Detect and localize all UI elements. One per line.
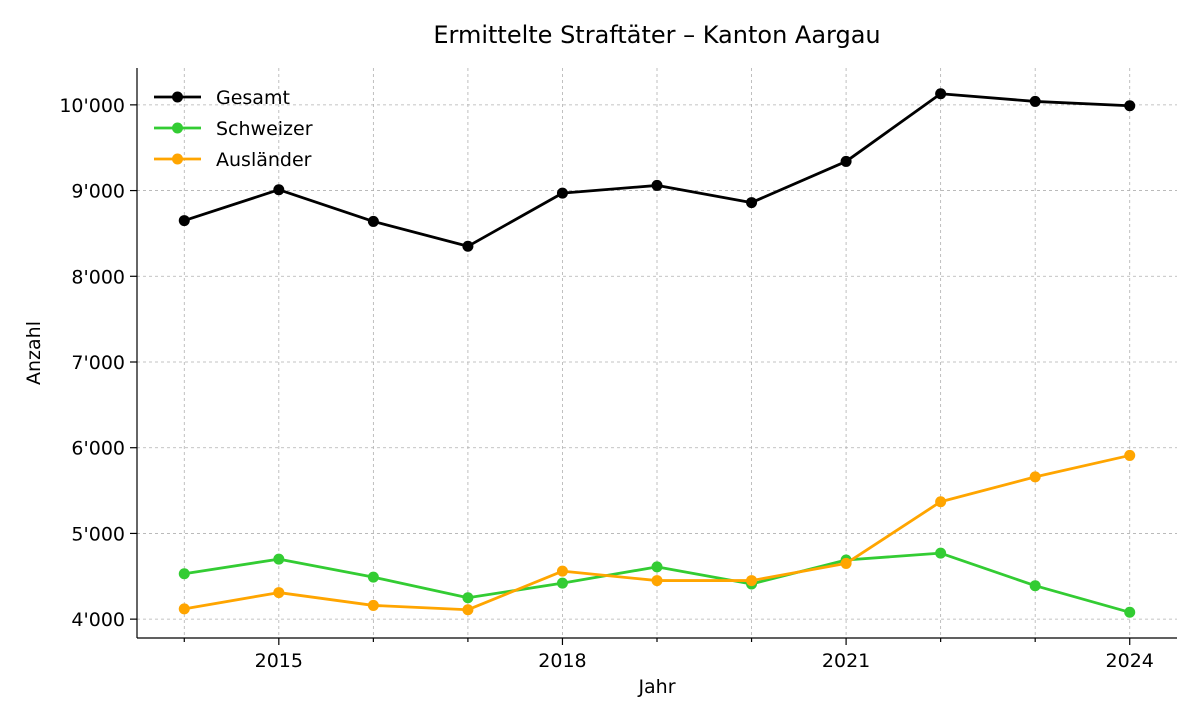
- grid-lines: [137, 68, 1177, 638]
- data-point-ausländer: [746, 575, 758, 587]
- y-tick-label: 5'000: [71, 523, 125, 545]
- legend-marker-gesamt: [172, 91, 183, 103]
- chart-title: Ermittelte Straftäter – Kanton Aargau: [433, 21, 880, 49]
- data-point-gesamt: [651, 179, 663, 191]
- y-tick-label: 6'000: [71, 438, 125, 460]
- y-tick-label: 7'000: [71, 352, 125, 374]
- data-point-ausländer: [935, 496, 947, 508]
- data-point-gesamt: [367, 215, 379, 227]
- data-point-ausländer: [556, 565, 568, 577]
- data-point-gesamt: [178, 215, 190, 227]
- x-axis-label: Jahr: [637, 676, 675, 698]
- data-point-schweizer: [462, 592, 474, 604]
- y-tick-label: 8'000: [71, 266, 125, 288]
- data-point-ausländer: [1124, 449, 1136, 461]
- data-point-gesamt: [462, 240, 474, 252]
- data-point-schweizer: [935, 547, 947, 559]
- data-point-schweizer: [367, 571, 379, 583]
- data-point-schweizer: [1124, 606, 1136, 618]
- data-point-ausländer: [367, 599, 379, 611]
- legend-label-gesamt: Gesamt: [216, 87, 290, 109]
- data-point-schweizer: [651, 561, 663, 573]
- legend-marker-schweizer: [172, 122, 183, 134]
- data-point-ausländer: [1029, 471, 1041, 483]
- data-point-gesamt: [273, 184, 285, 196]
- x-tick-label: 2015: [255, 650, 303, 672]
- data-point-schweizer: [1029, 580, 1041, 592]
- legend-marker-ausländer: [172, 153, 183, 165]
- y-tick-label: 10'000: [59, 95, 125, 117]
- y-axis-label: Anzahl: [23, 321, 45, 385]
- legend: Gesamt Schweizer Ausländer: [154, 87, 313, 171]
- data-point-gesamt: [840, 155, 852, 167]
- y-tick-label: 4'000: [71, 609, 125, 631]
- data-point-gesamt: [1029, 95, 1041, 107]
- data-point-ausländer: [840, 557, 852, 569]
- y-tick-label: 9'000: [71, 181, 125, 203]
- data-point-ausländer: [273, 587, 285, 599]
- x-tick-label: 2024: [1106, 650, 1154, 672]
- x-tick-label: 2021: [822, 650, 870, 672]
- series-group: [178, 88, 1136, 618]
- data-point-ausländer: [651, 575, 663, 587]
- legend-label-schweizer: Schweizer: [216, 118, 313, 140]
- data-point-gesamt: [1124, 100, 1136, 112]
- data-point-ausländer: [178, 603, 190, 615]
- data-point-schweizer: [556, 577, 568, 589]
- axis-ticks: 2015 2018 2021 2024 4'000 5'000 6'000 7'000 8'00…: [59, 95, 1154, 672]
- data-point-schweizer: [178, 568, 190, 580]
- data-point-schweizer: [273, 553, 285, 565]
- x-tick-label: 2018: [538, 650, 586, 672]
- data-point-ausländer: [462, 604, 474, 616]
- data-point-gesamt: [935, 88, 947, 100]
- data-point-gesamt: [746, 197, 758, 209]
- data-point-gesamt: [556, 187, 568, 199]
- legend-label-ausländer: Ausländer: [216, 149, 312, 171]
